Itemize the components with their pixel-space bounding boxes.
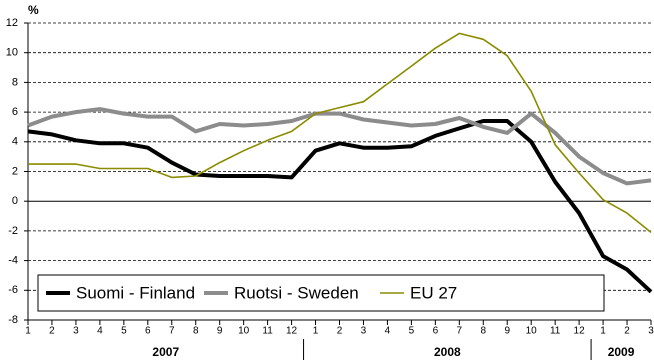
series-line — [27, 107, 652, 186]
x-tick-label: 6 — [433, 326, 439, 337]
y-axis-label: % — [28, 3, 39, 17]
x-tick-label: 3 — [361, 326, 367, 337]
x-tick-label: 5 — [409, 326, 415, 337]
year-label: 2007 — [152, 345, 179, 359]
y-tick-label: 6 — [12, 106, 18, 118]
x-tick-label: 1 — [600, 326, 606, 337]
y-tick-label: 10 — [6, 47, 18, 59]
x-tick-label: 11 — [550, 326, 561, 337]
x-tick-label: 10 — [238, 326, 250, 337]
y-tick-label: 2 — [12, 165, 18, 177]
x-tick-label: 2 — [49, 326, 55, 337]
y-tick-label: 12 — [6, 17, 18, 29]
x-tick-label: 3 — [648, 326, 654, 337]
legend: Suomi - Finland Ruotsi - Sweden EU 27 — [37, 274, 605, 312]
y-tick-label: 0 — [12, 195, 18, 207]
series-line — [28, 32, 652, 234]
x-tick-label: 1 — [25, 326, 31, 337]
x-tick-label: 3 — [73, 326, 79, 337]
y-tick-label: -4 — [8, 255, 18, 267]
x-tick-label: 10 — [526, 326, 538, 337]
y-tick-label: -2 — [8, 225, 18, 237]
x-tick-label: 7 — [169, 326, 175, 337]
y-tick-label: -8 — [8, 314, 18, 326]
x-tick-label: 9 — [504, 326, 510, 337]
x-tick-label: 2 — [337, 326, 343, 337]
x-tick-label: 8 — [480, 326, 486, 337]
x-tick-label: 8 — [193, 326, 199, 337]
x-tick-label: 4 — [97, 326, 103, 337]
year-label: 2008 — [434, 345, 461, 359]
legend-label: Suomi - Finland — [76, 283, 195, 302]
x-tick-label: 4 — [385, 326, 391, 337]
legend-label: EU 27 — [410, 283, 457, 302]
y-tick-label: 8 — [12, 76, 18, 88]
legend-label: Ruotsi - Sweden — [234, 283, 359, 302]
x-tick-label: 5 — [121, 326, 127, 337]
x-tick-label: 12 — [574, 326, 586, 337]
x-tick-label: 2 — [624, 326, 630, 337]
year-label: 2009 — [608, 345, 635, 359]
x-tick-label: 6 — [145, 326, 151, 337]
legend-box — [37, 274, 605, 312]
y-tick-label: -6 — [8, 284, 18, 296]
x-tick-label: 1 — [313, 326, 319, 337]
x-tick-label: 9 — [217, 326, 223, 337]
x-tick-label: 11 — [262, 326, 273, 337]
series-line — [27, 119, 653, 294]
x-tick-label: 12 — [286, 326, 298, 337]
x-tick-label: 7 — [457, 326, 463, 337]
y-tick-label: 4 — [12, 136, 18, 148]
